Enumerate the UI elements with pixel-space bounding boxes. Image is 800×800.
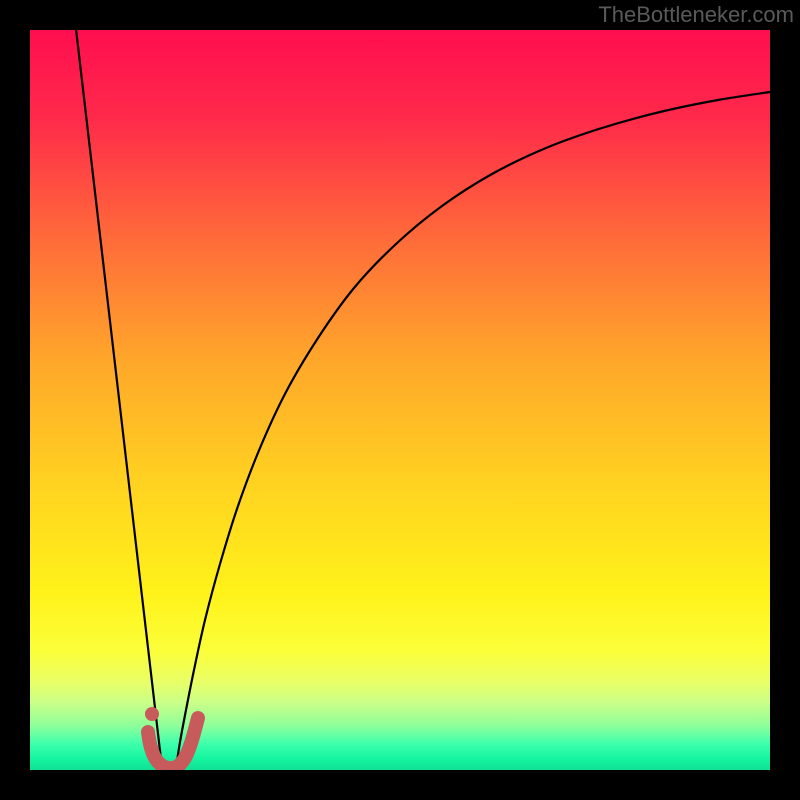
watermark-text: TheBottleneker.com bbox=[598, 2, 794, 28]
frame-bottom bbox=[0, 770, 800, 800]
marker-j-stroke bbox=[148, 718, 198, 768]
frame-left bbox=[0, 0, 30, 800]
marker-layer bbox=[30, 30, 770, 770]
marker-dot bbox=[145, 707, 159, 721]
plot-area bbox=[30, 30, 770, 770]
frame-right bbox=[770, 0, 800, 800]
